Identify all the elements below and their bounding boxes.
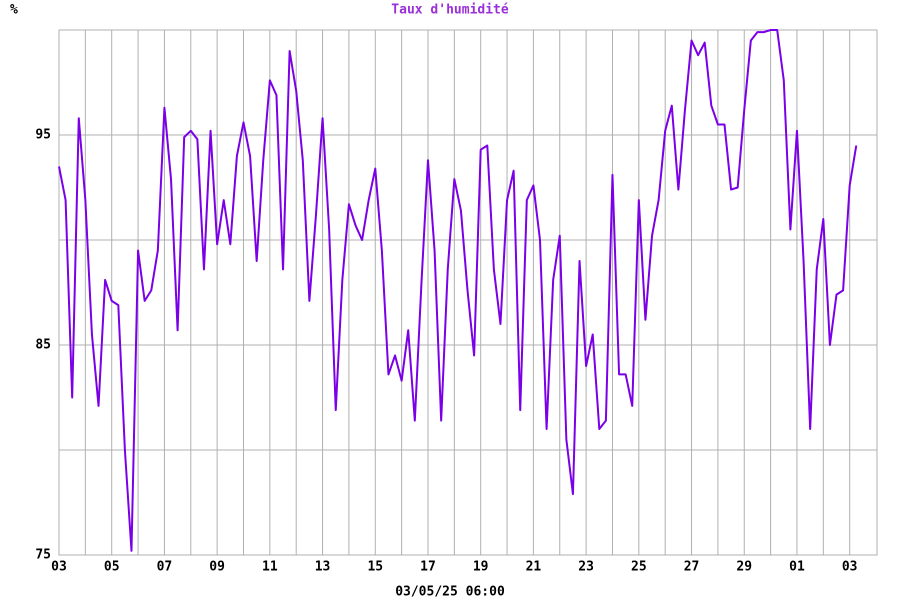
x-tick-label: 27 <box>684 560 700 575</box>
x-tick-label: 17 <box>420 560 436 575</box>
x-tick-label: 07 <box>157 560 173 575</box>
y-tick-label: 95 <box>35 128 51 143</box>
x-tick-label: 01 <box>789 560 805 575</box>
x-tick-label: 03 <box>51 560 67 575</box>
x-tick-label: 25 <box>631 560 647 575</box>
x-tick-label: 11 <box>262 560 278 575</box>
x-tick-label: 23 <box>578 560 594 575</box>
x-tick-label: 19 <box>473 560 489 575</box>
x-tick-label: 13 <box>315 560 331 575</box>
x-tick-label: 21 <box>526 560 542 575</box>
x-tick-label: 03 <box>842 560 858 575</box>
x-tick-label: 05 <box>104 560 120 575</box>
y-tick-label: 85 <box>35 338 51 353</box>
y-axis-label: % <box>10 3 18 18</box>
x-tick-label: 15 <box>367 560 383 575</box>
line <box>58 29 858 552</box>
x-tick-label: 29 <box>736 560 752 575</box>
chart-title: Taux d'humidité <box>391 3 509 18</box>
y-tick-label: 75 <box>35 548 51 563</box>
x-axis-label: 03/05/25 06:00 <box>395 585 505 600</box>
x-tick-label: 09 <box>209 560 225 575</box>
